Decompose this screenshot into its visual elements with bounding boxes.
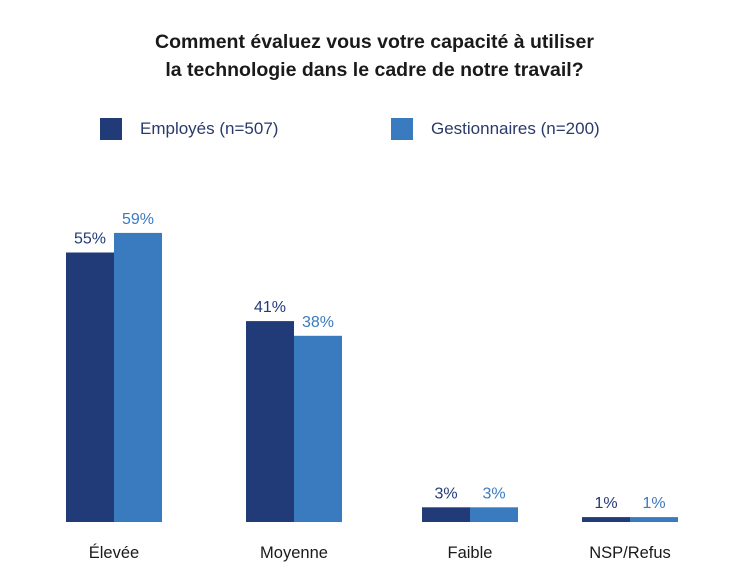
data-label-faible-gestionnaires: 3% [482,485,505,502]
bar-nsp-refus-employes [582,517,630,522]
chart-title-line-1: Comment évaluez vous votre capacité à ut… [155,31,594,53]
legend-swatch-gestionnaires [391,118,413,140]
bar-elevee-employes [66,252,114,522]
chart-title: Comment évaluez vous votre capacité à ut… [0,28,749,84]
data-label-moyenne-employes: 41% [254,299,286,316]
data-label-nsp-refus-employes: 1% [594,495,617,512]
legend-swatch-employes [100,118,122,140]
data-label-faible-employes: 3% [434,485,457,502]
chart-legend: Employés (n=507) Gestionnaires (n=200) [0,118,749,148]
legend-item-gestionnaires: Gestionnaires (n=200) [391,118,600,140]
data-label-nsp-refus-gestionnaires: 1% [642,495,665,512]
category-label-faible: Faible [448,544,493,562]
category-label-elevee: Élevée [89,543,139,562]
data-label-elevee-employes: 55% [74,231,106,248]
bar-moyenne-gestionnaires [294,335,342,522]
data-label-moyenne-gestionnaires: 38% [302,314,334,331]
bar-moyenne-employes [246,321,294,522]
category-label-moyenne: Moyenne [260,544,328,562]
bar-nsp-refus-gestionnaires [630,517,678,522]
chart-title-line-2: la technologie dans le cadre de notre tr… [165,59,584,81]
bar-elevee-gestionnaires [114,232,162,522]
legend-label-gestionnaires: Gestionnaires (n=200) [431,119,600,138]
bar-faible-employes [422,507,470,522]
bar-faible-gestionnaires [470,507,518,522]
category-label-nsp-refus: NSP/Refus [589,544,671,562]
legend-item-employes: Employés (n=507) [100,118,278,140]
data-label-elevee-gestionnaires: 59% [122,211,154,228]
legend-label-employes: Employés (n=507) [140,119,279,138]
